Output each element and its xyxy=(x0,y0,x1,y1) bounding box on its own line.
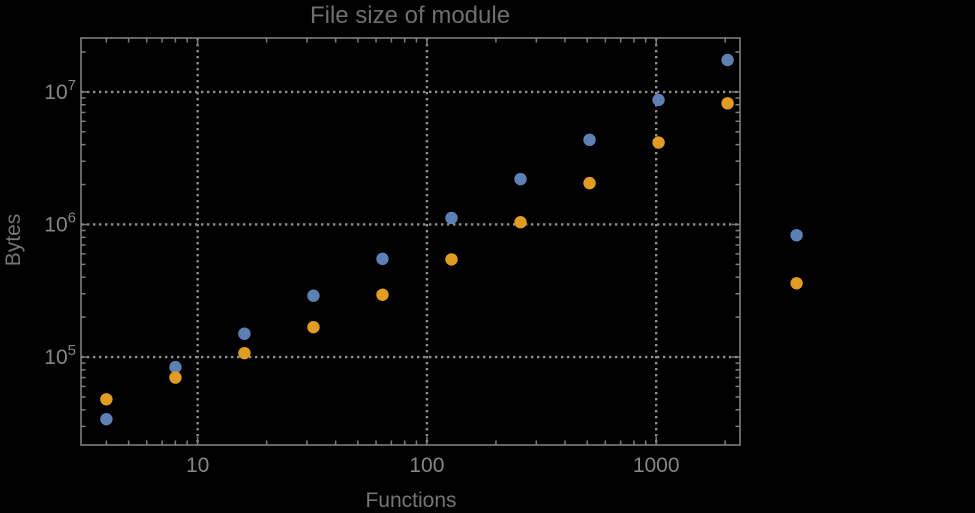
y-tick-label-10^5: 105 xyxy=(44,342,76,369)
data-point-series-2-orange-x1024 xyxy=(652,136,665,149)
data-point-series-2-orange-x4096 xyxy=(790,277,803,290)
data-point-series-2-orange-x32 xyxy=(307,320,320,334)
data-point-series-2-orange-x128 xyxy=(445,253,458,266)
data-point-series-1-blue-x256 xyxy=(514,172,527,186)
data-point-series-2-orange-x2048 xyxy=(721,97,734,110)
data-point-series-1-blue-x512 xyxy=(583,133,596,147)
chart-title: File size of module xyxy=(309,2,511,29)
x-tick-label-1000: 1000 xyxy=(633,454,680,477)
data-point-series-1-blue-x64 xyxy=(376,252,389,266)
data-point-series-1-blue-x128 xyxy=(445,211,458,225)
x-axis-label: Functions xyxy=(365,489,457,512)
y-tick-label-10^6: 106 xyxy=(44,209,76,236)
x-tick-label-100: 100 xyxy=(409,454,444,477)
data-point-series-2-orange-x4 xyxy=(100,393,113,406)
data-point-series-1-blue-x32 xyxy=(307,289,320,302)
data-point-series-1-blue-x8 xyxy=(169,360,182,374)
x-tick-label-10: 10 xyxy=(186,454,209,477)
data-point-series-1-blue-x1024 xyxy=(652,93,665,107)
data-point-series-2-orange-x64 xyxy=(376,288,389,301)
data-point-series-2-orange-x256 xyxy=(514,216,527,229)
data-point-series-1-blue-x2048 xyxy=(721,53,734,67)
plot-frame xyxy=(80,37,741,446)
data-point-series-2-orange-x512 xyxy=(583,176,596,190)
data-point-series-1-blue-x16 xyxy=(238,327,251,340)
data-point-series-1-blue-x4096 xyxy=(790,228,803,242)
data-point-series-2-orange-x8 xyxy=(169,371,182,384)
y-tick-label-10^7: 107 xyxy=(44,77,76,104)
data-point-series-1-blue-x4 xyxy=(100,412,113,426)
data-point-series-2-orange-x16 xyxy=(238,346,251,360)
